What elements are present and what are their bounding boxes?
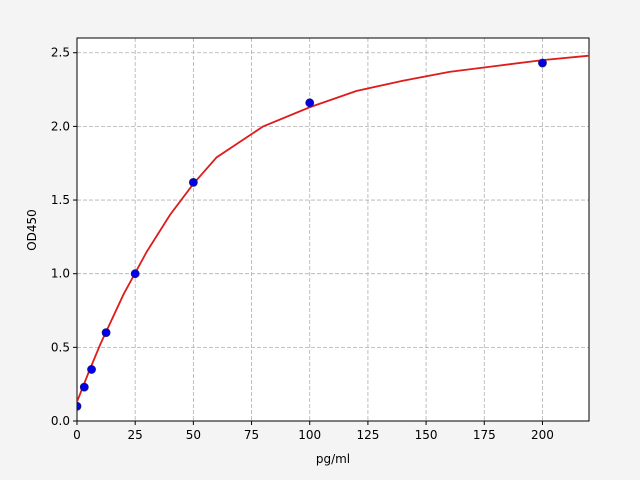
y-tick-label: 2.0: [51, 119, 70, 133]
plot-area: [77, 38, 589, 421]
fit-curve: [77, 54, 589, 403]
data-point: [538, 58, 547, 68]
x-tick-label: 175: [473, 428, 496, 442]
x-tick-label: 200: [531, 428, 554, 442]
y-axis-label: OD450: [25, 209, 39, 251]
x-tick-label: 125: [356, 428, 379, 442]
data-point: [130, 269, 140, 279]
data-point: [77, 401, 82, 411]
data-point: [79, 382, 89, 392]
data-point: [101, 328, 111, 338]
x-axis-label: pg/ml: [316, 452, 350, 466]
y-tick-label: 0.0: [51, 414, 70, 428]
x-tick-label: 100: [298, 428, 321, 442]
data-point: [87, 365, 96, 374]
x-tick-label: 150: [415, 428, 438, 442]
x-tick-label: 25: [128, 428, 143, 442]
data-point: [188, 177, 198, 187]
y-tick-label: 2.5: [51, 46, 70, 60]
x-tick-label: 75: [244, 428, 259, 442]
x-tick-label: 0: [73, 428, 81, 442]
y-tick-label: 1.5: [51, 193, 70, 207]
axes-frame: [76, 37, 590, 422]
x-tick-label: 50: [186, 428, 201, 442]
data-point: [305, 98, 315, 108]
y-tick-label: 0.5: [51, 340, 70, 354]
y-tick-label: 1.0: [51, 267, 70, 281]
